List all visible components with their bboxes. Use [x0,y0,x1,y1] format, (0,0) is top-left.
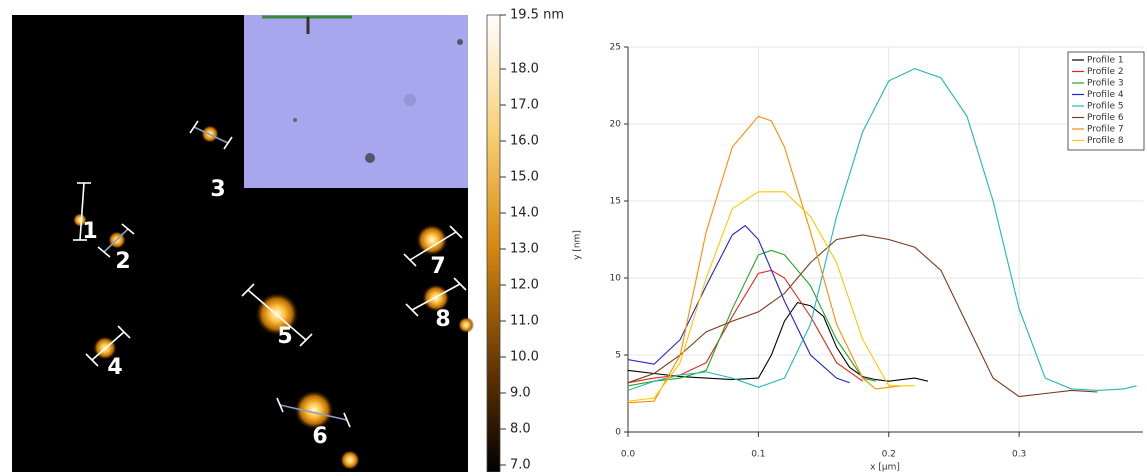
profile-line [627,249,876,387]
colorbar-tick-label: 11.0 [510,314,539,329]
x-tick-label: 0.1 [751,450,765,460]
colorbar-tick-label: 16.0 [510,134,539,149]
legend-box [1067,51,1145,151]
colorbar-tick-label: 12.0 [510,278,539,293]
y-tick-label: 15 [610,197,621,207]
colorbar [486,14,501,473]
profile-number: 1 [82,219,97,244]
profile-number: 7 [430,254,445,279]
legend-label: Profile 1 [1087,56,1124,66]
legend-label: Profile 8 [1087,136,1124,146]
x-tick-label: 0.0 [621,450,636,460]
legend-label: Profile 5 [1087,102,1124,112]
y-tick-label: 0 [615,428,621,438]
profile-lines [73,120,467,428]
colorbar-tick-label: 7.0 [510,458,531,473]
legend-label: Profile 2 [1087,67,1124,77]
y-axis-label: y [nm] [573,230,583,260]
profile-line [627,301,929,382]
x-axis-label: x [µm] [870,463,900,473]
profile-line [627,269,864,384]
profile-line [627,191,915,402]
colorbar-tick-label: 17.0 [510,98,539,113]
colorbar-tick-label: 14.0 [510,206,539,221]
legend-label: Profile 7 [1087,125,1124,135]
y-tick-label: 25 [610,43,621,53]
y-tick-label: 10 [610,274,622,284]
colorbar-tick-label: 19.5 nm [510,8,564,23]
colorbar-tick-label: 13.0 [510,242,539,257]
legend-label: Profile 3 [1087,79,1124,89]
profile-number: 3 [210,177,225,202]
profile-line [627,224,850,384]
profile-number: 4 [107,355,122,380]
legend-label: Profile 4 [1087,90,1124,100]
x-tick-label: 0.3 [1012,450,1026,460]
profile-line [627,68,1137,391]
colorbar-tick-label: 18.0 [510,62,539,77]
colorbar-tick-label: 15.0 [510,170,539,185]
legend-label: Profile 6 [1087,113,1124,123]
profile-number: 6 [312,424,327,449]
profile-number: 5 [277,324,292,349]
profile-line [627,115,902,404]
colorbar-tick-label: 8.0 [510,422,531,437]
profile-line [627,234,1098,398]
profile-number: 2 [115,249,130,274]
y-tick-label: 20 [610,120,622,130]
afm-image: 1 2 3 4 5 6 7 8 [12,15,474,472]
colorbar-tick-label: 9.0 [510,386,531,401]
colorbar-tick-label: 10.0 [510,350,539,365]
y-tick-label: 5 [615,351,621,361]
x-tick-label: 0.2 [882,450,896,460]
profile-number: 8 [435,307,450,332]
